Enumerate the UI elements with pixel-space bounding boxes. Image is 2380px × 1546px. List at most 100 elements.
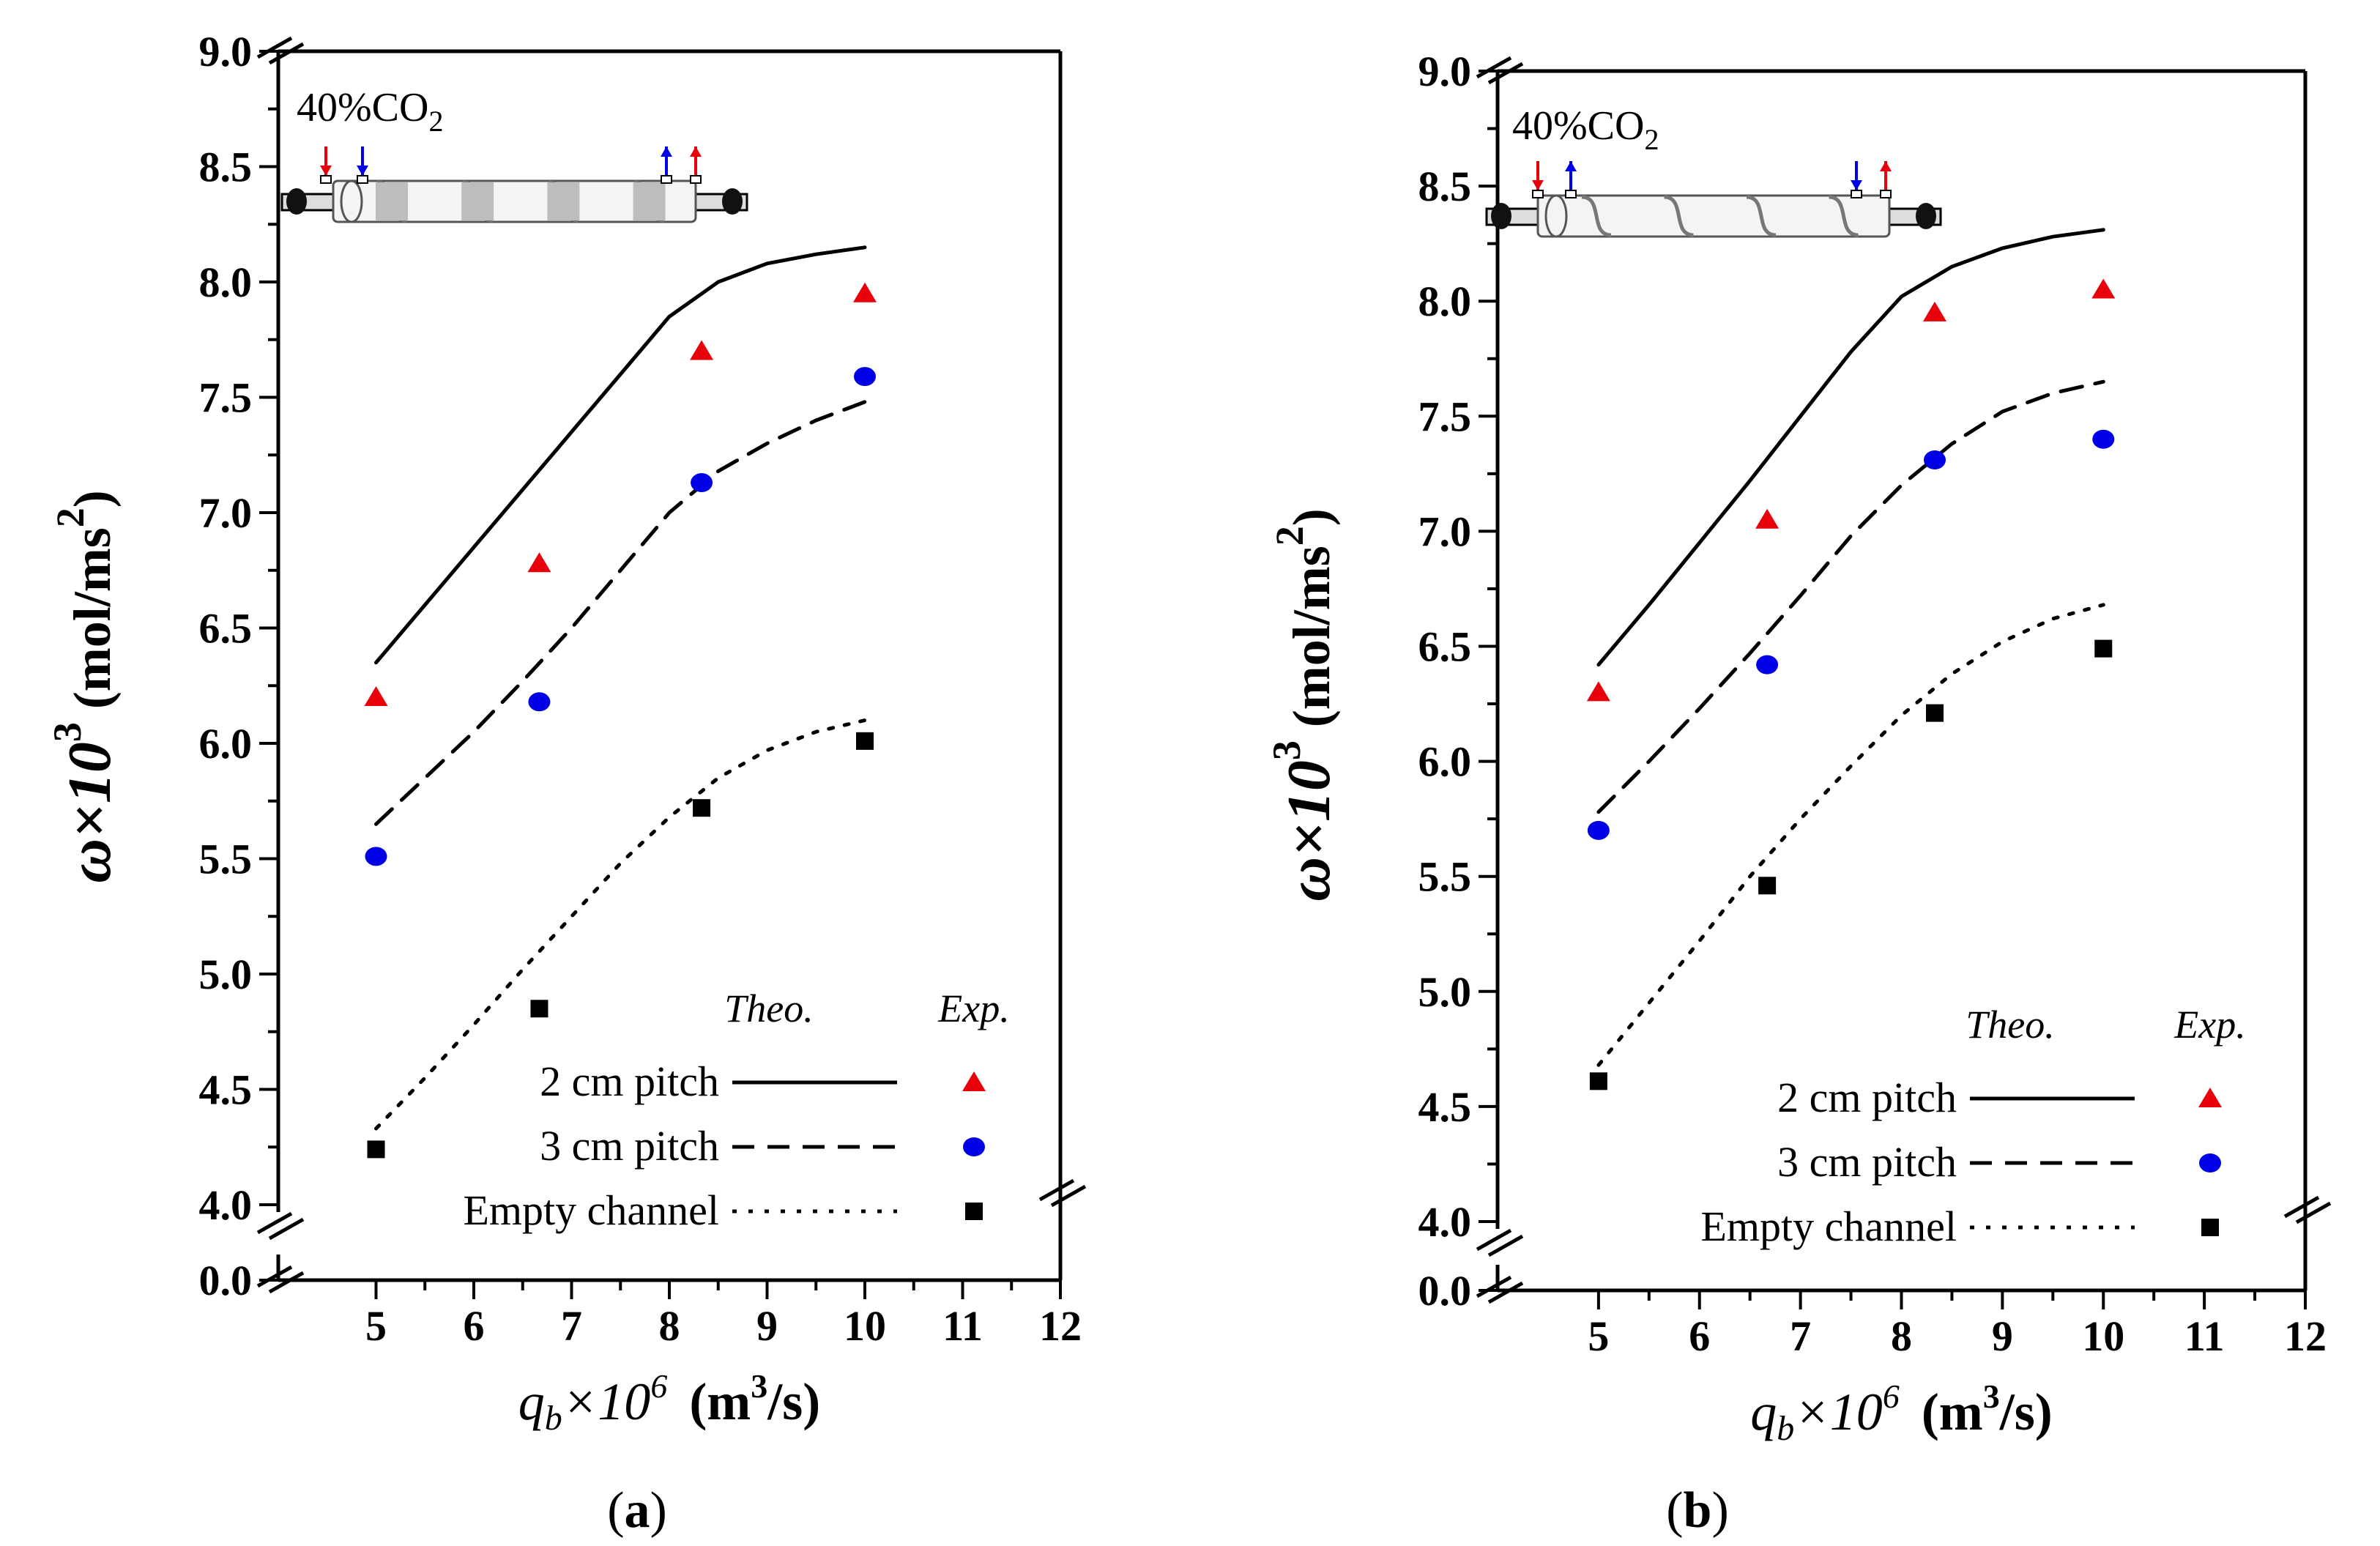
- x-axis-mult: ×10: [1794, 1383, 1883, 1441]
- exp-point-square: [1589, 1072, 1607, 1090]
- x-tick-label: 12: [2284, 1312, 2327, 1360]
- theo-line-dotted: [374, 718, 867, 1131]
- y-tick-label: 7.0: [1418, 508, 1472, 555]
- x-tick-label: 10: [844, 1302, 886, 1350]
- legend: Theo. Exp. 2 cm pitch 3 cm pitch Empty chann…: [1700, 1003, 2245, 1250]
- exp-point-triangle: [690, 340, 714, 360]
- legend-marker-square: [2201, 1219, 2219, 1236]
- x-tick-label: 8: [1891, 1312, 1912, 1360]
- legend-marker-square: [965, 1203, 983, 1220]
- port: [1565, 190, 1577, 198]
- helical-insert: [1746, 195, 1777, 237]
- y-tick-label: 8.5: [1418, 163, 1472, 210]
- right-axis-break-mark: [2295, 1201, 2332, 1224]
- exp-point-circle: [1587, 820, 1610, 840]
- right-axis-break-mark: [1038, 1178, 1075, 1202]
- exp-point-triangle: [1922, 301, 1946, 322]
- legend-label: 2 cm pitch: [1777, 1074, 1957, 1121]
- caption-close: ): [1711, 1482, 1728, 1539]
- y-axis-units-exp: 2: [48, 508, 92, 527]
- outlet-arrow-icon-head: [1880, 161, 1892, 171]
- y-axis-main: ω×10: [1275, 760, 1343, 902]
- chart-panel-a: 4.0 4.5 5.0 5.5 6.0 6.5 7.0 7.5 8.0 8.5 9.0 0.0 5 6 7 8…: [45, 28, 1087, 1539]
- exp-point-triangle: [2091, 278, 2116, 299]
- exp-point-circle: [528, 692, 551, 712]
- theo-line-dashed: [1596, 379, 2105, 814]
- caption-open: (: [607, 1482, 624, 1539]
- y-tick-label: 7.0: [199, 489, 253, 537]
- x-tick-label: 6: [1689, 1312, 1710, 1360]
- y-tick-label: 8.5: [199, 144, 253, 191]
- tube-shell: [1536, 194, 1891, 238]
- y-tick-label: 6.0: [199, 720, 253, 768]
- x-tick-label: 7: [561, 1302, 582, 1350]
- y-axis-top-break-mark: [1476, 56, 1512, 79]
- insert-segment: [376, 182, 408, 220]
- legend-label: 3 cm pitch: [540, 1122, 719, 1170]
- legend-marker-circle: [2199, 1153, 2221, 1172]
- y-axis-units: (mol/ms: [1282, 546, 1341, 740]
- x-axis-units: (m: [1922, 1383, 1983, 1441]
- y-tick-label: 5.5: [1418, 853, 1472, 901]
- theo-line-dashed: [374, 400, 867, 826]
- theo-line-solid: [374, 245, 867, 665]
- exp-point-square: [2094, 639, 2113, 658]
- right-axis-break-mark: [1050, 1184, 1087, 1208]
- theo-line-dotted: [1596, 603, 2105, 1067]
- x-axis-label: qb×106 (m3/s): [518, 1367, 821, 1438]
- legend-marker-triangle: [962, 1071, 986, 1091]
- port: [357, 175, 368, 184]
- outlet-arrow-icon-head: [661, 146, 672, 157]
- exp-point-square: [367, 1140, 385, 1159]
- heat-exchanger-schematic: [280, 146, 748, 223]
- exp-point-circle: [1923, 450, 1946, 469]
- x-axis-units: (m: [689, 1372, 751, 1431]
- legend-label: Empty channel: [1700, 1203, 1957, 1250]
- legend-label: 3 cm pitch: [1777, 1138, 1957, 1186]
- tube-cap-right: [722, 188, 743, 215]
- gas-label-sub: 2: [1644, 123, 1659, 156]
- x-axis-var: q: [518, 1372, 545, 1431]
- y-tick-label: 4.5: [199, 1066, 253, 1114]
- legend-label: 2 cm pitch: [540, 1058, 719, 1105]
- exp-point-triangle: [1586, 681, 1610, 702]
- y-tick-label: 4.5: [1418, 1083, 1472, 1131]
- x-axis-exp: 6: [650, 1367, 667, 1405]
- y-axis-main: ω×10: [56, 742, 124, 883]
- exp-point-triangle: [527, 552, 551, 573]
- x-tick-label: 7: [1790, 1312, 1811, 1360]
- y-axis-break-mark: [268, 1217, 305, 1241]
- insert-segment: [461, 182, 494, 220]
- exp-point-triangle: [364, 686, 388, 706]
- x-axis-units-post: /s): [1999, 1383, 2053, 1441]
- x-axis-break-mark: [256, 1265, 293, 1288]
- y-tick-label: 9.0: [1418, 48, 1472, 95]
- y-axis-label: ω×103 (mol/ms2): [1265, 508, 1343, 902]
- exp-point-circle: [365, 847, 387, 866]
- chart-panel-b: 4.0 4.5 5.0 5.5 6.0 6.5 7.0 7.5 8.0 8.5 9.0 0.0 5 6 7 8…: [1265, 48, 2332, 1539]
- outlet-arrow-icon-head: [690, 146, 702, 157]
- port: [320, 175, 332, 184]
- x-tick-label: 5: [1588, 1312, 1609, 1360]
- outlet-arrow-icon-head: [1565, 161, 1577, 171]
- x-axis-mult: ×10: [562, 1372, 651, 1431]
- helical-insert: [1664, 195, 1694, 237]
- x-axis-units-post: /s): [767, 1372, 820, 1431]
- x-axis-units-exp: 3: [751, 1367, 767, 1405]
- y-axis-units: (mol/ms: [63, 527, 122, 722]
- tube-cap-right: [1916, 203, 1936, 229]
- y-axis-units-exp: 2: [1268, 526, 1312, 546]
- y-tick-label: 6.0: [1418, 738, 1472, 786]
- panel-caption: (b): [1666, 1482, 1729, 1539]
- y-tick-label: 8.0: [1418, 278, 1472, 325]
- gas-label-sub: 2: [428, 105, 443, 138]
- port: [661, 175, 672, 184]
- y-axis-exp: 3: [1265, 740, 1309, 760]
- tube-cap-left: [1491, 203, 1511, 229]
- y-axis-break-mark: [1487, 1234, 1524, 1257]
- y-tick-label: 8.0: [199, 259, 253, 306]
- exp-point-triangle: [853, 282, 877, 302]
- port: [1880, 190, 1892, 198]
- y-tick-label-zero: 0.0: [199, 1257, 253, 1304]
- tube-ring: [340, 179, 363, 223]
